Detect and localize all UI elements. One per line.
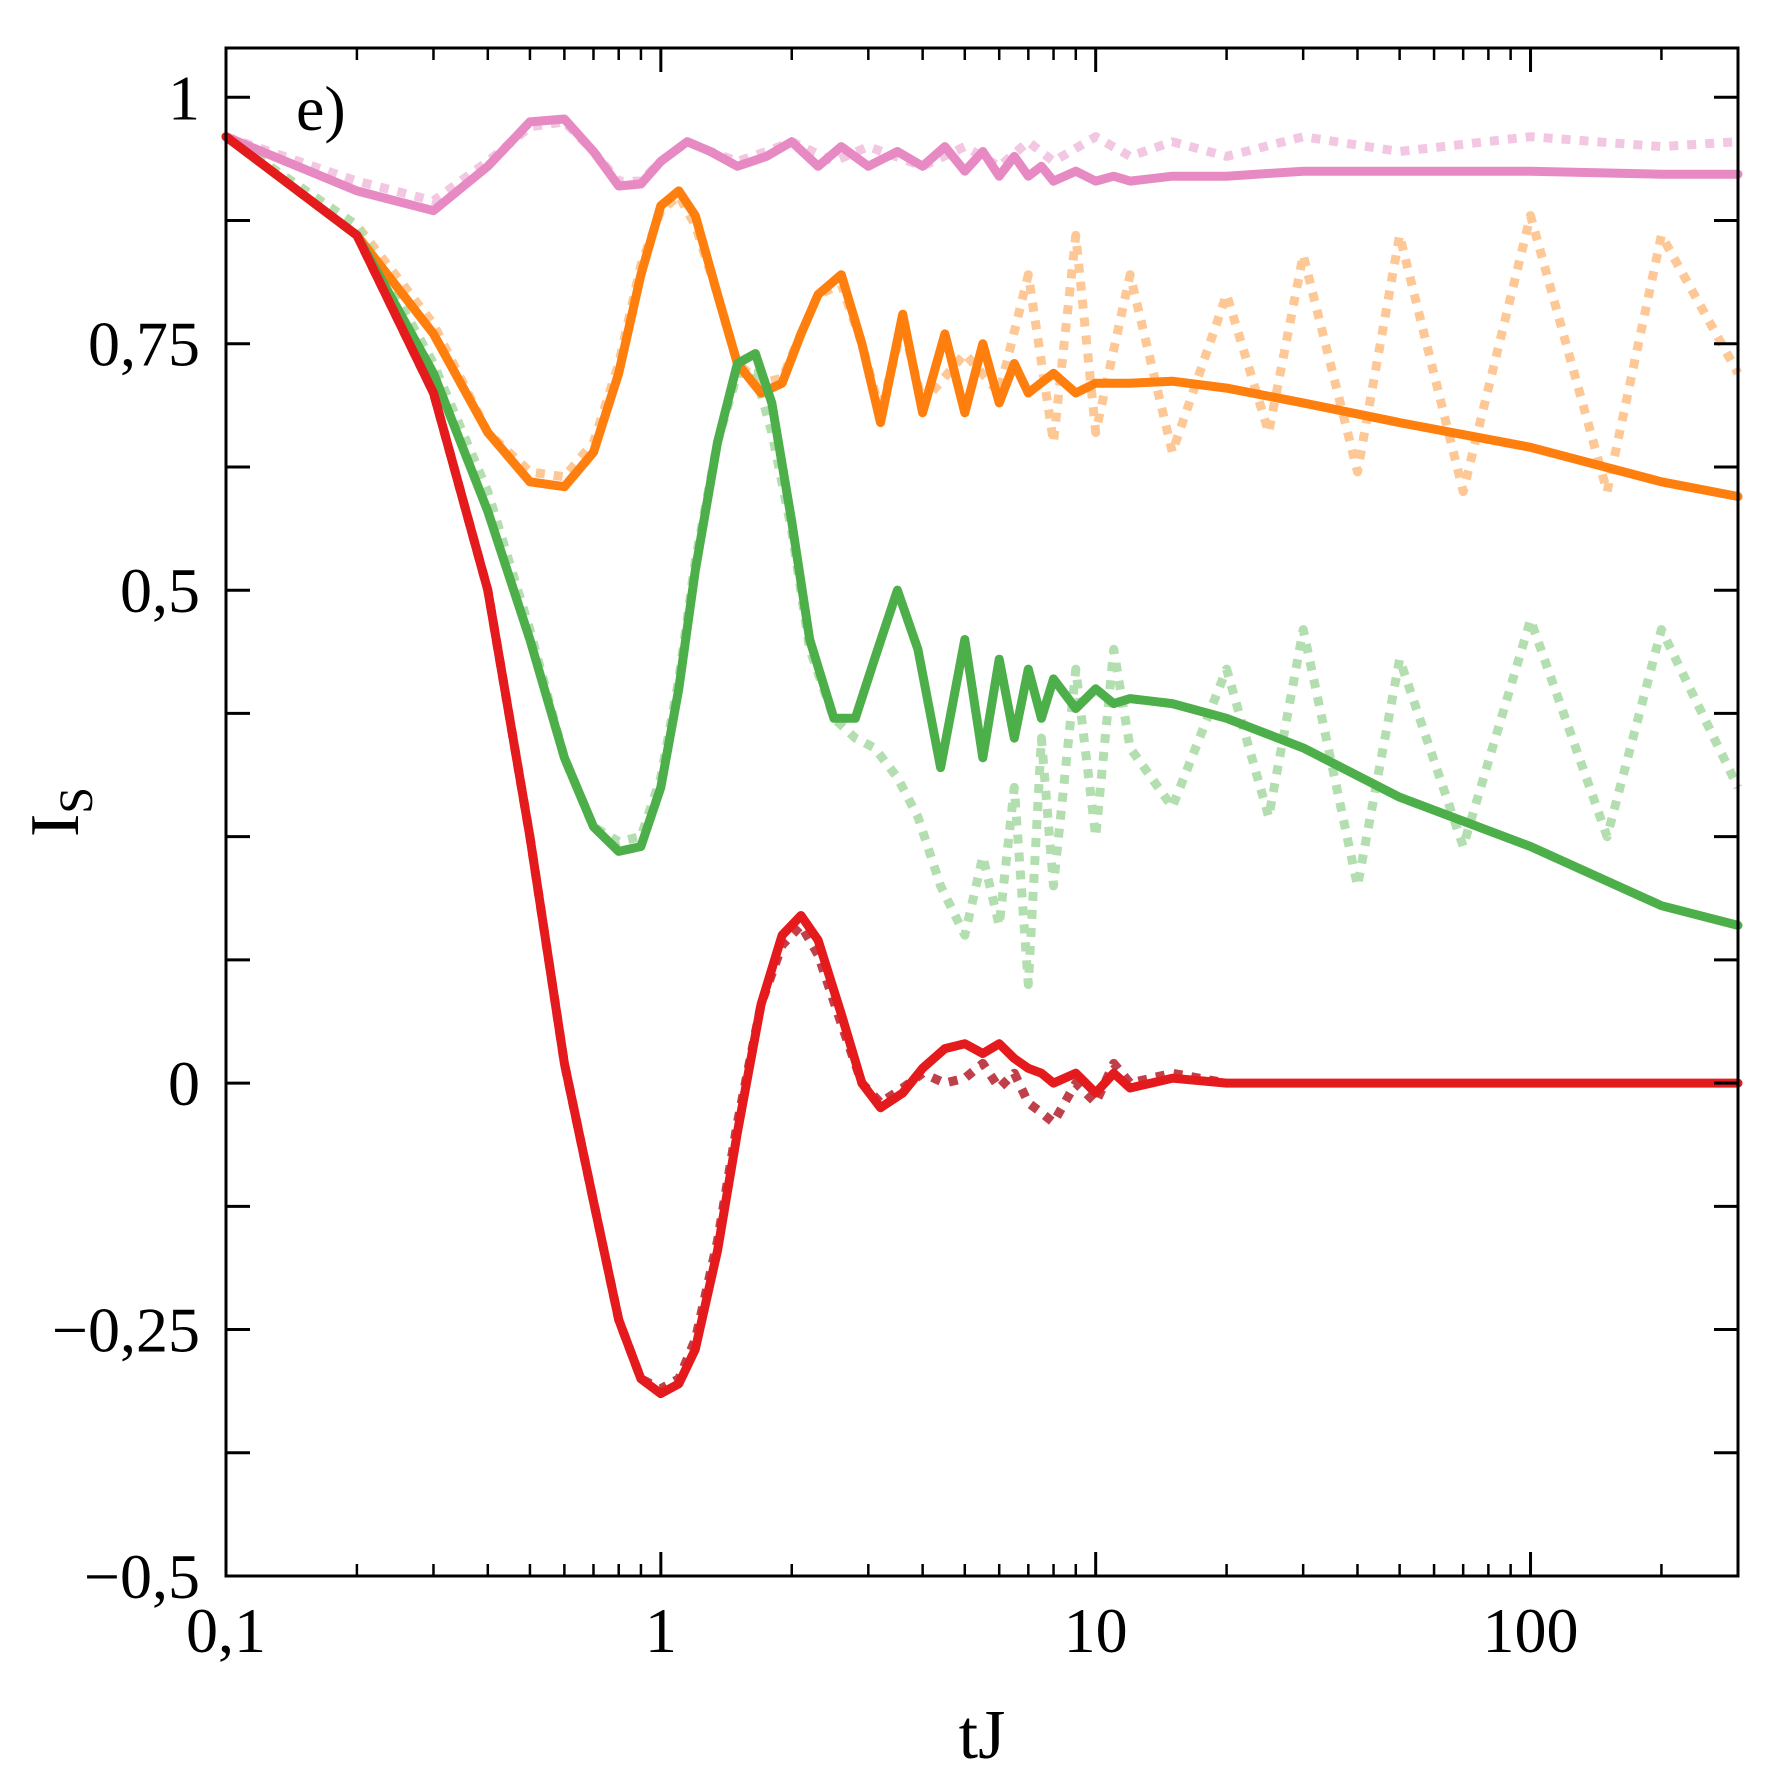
tick-layer	[224, 48, 1740, 1578]
series-layer	[221, 114, 1743, 1399]
x-tick-label: 0,1	[186, 1595, 266, 1666]
series-6-solid-line	[221, 132, 1743, 1399]
series-1-dotted-line	[224, 117, 1739, 206]
x-tick-label: 10	[1064, 1595, 1128, 1666]
y-tick-label: 0	[168, 1048, 200, 1119]
x-tick-label: 100	[1483, 1595, 1579, 1666]
x-axis-title: tJ	[959, 1697, 1006, 1771]
y-axis-title-main: I	[17, 814, 94, 837]
y-tick-label: −0,25	[52, 1295, 200, 1366]
x-tick-label: 1	[645, 1595, 677, 1666]
y-tick-label: −0,5	[84, 1541, 200, 1612]
svg-text:IS: IS	[17, 787, 103, 837]
series-4-solid-line	[221, 132, 1743, 930]
y-tick-label: 0,5	[120, 555, 200, 626]
label-layer: 0,1 1 10 100 1 0,75 0,5 0 −0,25 −0,5	[52, 62, 1579, 1666]
panel-label: e)	[296, 73, 346, 144]
y-axis-title-subscript: S	[50, 787, 103, 814]
series-5-dotted-line	[223, 132, 1743, 989]
series-0-solid-line	[221, 114, 1743, 216]
y-axis-title: IS	[17, 787, 103, 837]
series-2-solid-line	[221, 132, 1743, 501]
y-tick-label: 0,75	[88, 309, 200, 380]
y-tick-label: 1	[168, 62, 200, 133]
plot-frame	[224, 46, 1740, 1578]
